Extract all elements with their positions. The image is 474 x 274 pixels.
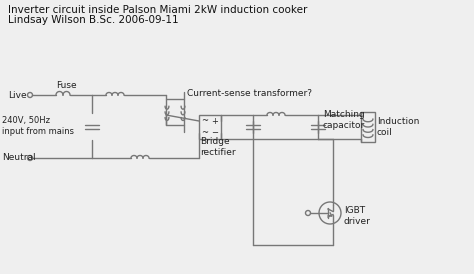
Text: Live: Live <box>8 90 27 99</box>
Text: Matching
capacitor: Matching capacitor <box>323 110 365 130</box>
Text: Neutral: Neutral <box>2 153 36 162</box>
Text: Bridge
rectifier: Bridge rectifier <box>200 137 236 157</box>
Text: −: − <box>211 129 218 138</box>
Text: Inverter circuit inside Palson Miami 2kW induction cooker: Inverter circuit inside Palson Miami 2kW… <box>8 5 307 15</box>
Text: IGBT
driver: IGBT driver <box>344 206 371 226</box>
Text: Induction
coil: Induction coil <box>377 117 419 137</box>
Bar <box>361 112 375 142</box>
Text: ~: ~ <box>201 129 208 138</box>
Text: Current-sense transformer?: Current-sense transformer? <box>187 90 312 98</box>
Text: ~: ~ <box>201 116 208 125</box>
Text: 240V, 50Hz
input from mains: 240V, 50Hz input from mains <box>2 116 74 136</box>
Text: Fuse: Fuse <box>56 81 77 90</box>
Text: Lindsay Wilson B.Sc. 2006-09-11: Lindsay Wilson B.Sc. 2006-09-11 <box>8 15 179 25</box>
Text: +: + <box>211 116 218 125</box>
Bar <box>166 99 184 125</box>
Bar <box>199 115 221 139</box>
